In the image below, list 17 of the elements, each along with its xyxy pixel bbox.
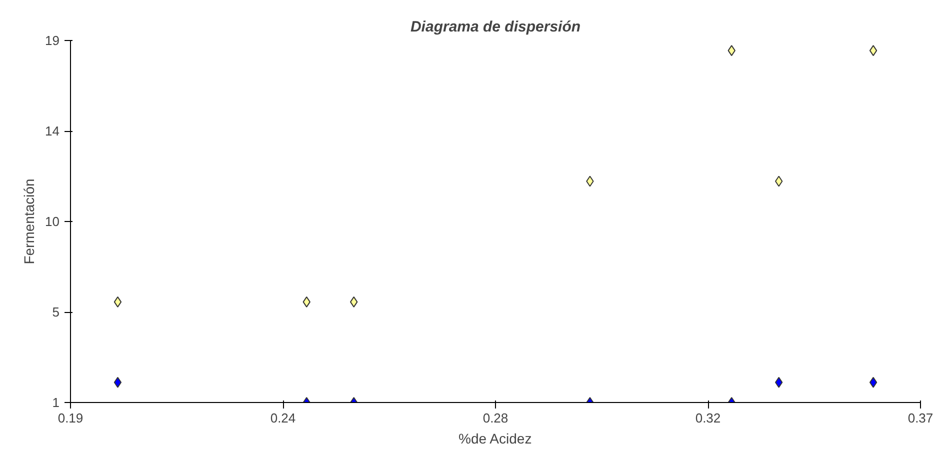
point — [869, 45, 878, 56]
x-axis-title: %de Acidez — [458, 430, 532, 446]
y-tick-label: 10 — [45, 214, 60, 229]
y-tick-label: 1 — [52, 395, 60, 410]
y-tick-label: 5 — [52, 304, 60, 320]
y-tick-label: 14 — [45, 124, 60, 138]
x-tick-label: 0.37 — [908, 410, 934, 426]
point — [114, 376, 122, 388]
x-tick-label: 0.19 — [58, 410, 84, 426]
x-tick-label: 0.24 — [270, 410, 296, 426]
chart-title: Diagrama de dispersión — [410, 18, 581, 36]
point — [869, 376, 878, 388]
y-tick-label: 19 — [45, 33, 60, 48]
x-tick-label: 0.28 — [482, 410, 508, 426]
y-axis-title: Fermentación — [21, 178, 38, 264]
point — [114, 296, 122, 308]
x-tick-label: 0.32 — [695, 410, 721, 426]
